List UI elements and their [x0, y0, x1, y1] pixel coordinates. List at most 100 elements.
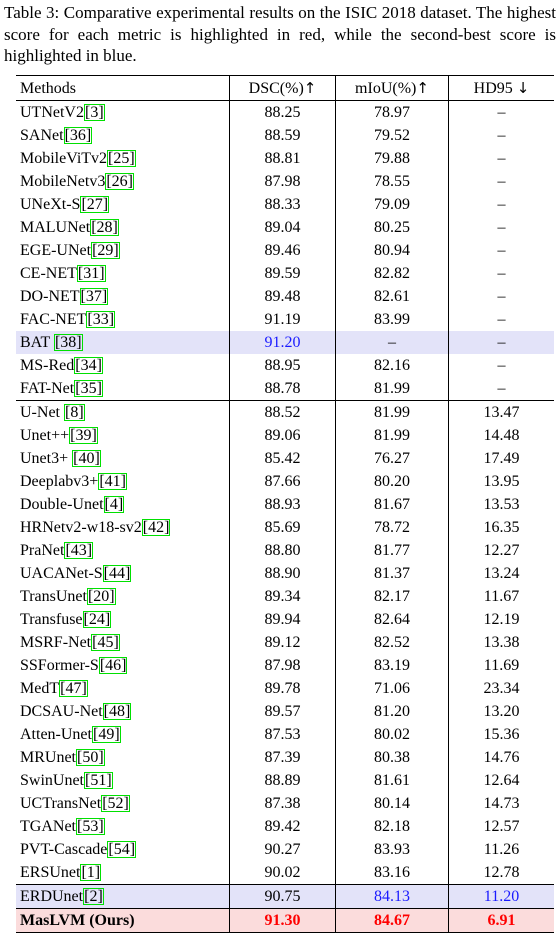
hd95-cell: 6.91: [448, 908, 554, 933]
citation-number: 20: [93, 588, 110, 605]
miou-cell: 80.25: [335, 216, 449, 239]
citation-link[interactable]: [29]: [91, 242, 120, 259]
citation-link[interactable]: [26]: [105, 173, 134, 190]
citation-link[interactable]: [4]: [103, 496, 125, 513]
hd95-cell: 13.20: [483, 703, 520, 720]
dsc-cell: 89.04: [229, 216, 336, 239]
citation-number: 40: [78, 450, 95, 467]
miou-cell: 83.93: [335, 838, 449, 861]
citation-link[interactable]: [40]: [72, 450, 101, 467]
citation-number: 39: [75, 427, 92, 444]
citation-link[interactable]: [44]: [102, 565, 132, 582]
citation-link[interactable]: [35]: [74, 380, 103, 397]
down-arrow-icon: ↓: [516, 78, 530, 97]
method-cell: MobileViTv2[25]: [16, 147, 230, 170]
citation-link[interactable]: [45]: [91, 634, 120, 651]
citation-link[interactable]: [24]: [82, 611, 112, 628]
citation-link[interactable]: [53]: [75, 818, 105, 835]
table-row: SSFormer-S[46] 87.98 83.19 11.69: [16, 654, 554, 677]
citation-link[interactable]: [31]: [76, 265, 106, 282]
method-name: ERDUnet: [20, 888, 84, 905]
citation-link[interactable]: [25]: [107, 150, 136, 167]
citation-link[interactable]: [48]: [102, 703, 132, 720]
citation-link[interactable]: [33]: [86, 311, 116, 328]
method-name: SSFormer-S: [20, 657, 99, 674]
miou-cell: 84.13: [335, 884, 449, 909]
dsc-cell: 89.59: [229, 262, 336, 285]
miou-cell: 81.99: [335, 377, 449, 401]
dsc-cell: 87.98: [229, 170, 336, 193]
citation-link[interactable]: [8]: [63, 404, 85, 421]
citation-link[interactable]: [34]: [74, 357, 103, 374]
header-hd95-label: HD95: [473, 79, 513, 97]
table-row: EGE-UNet[29] 89.46 80.94–: [16, 239, 554, 262]
citation-link[interactable]: [49]: [91, 726, 121, 743]
dsc-cell: 87.53: [229, 723, 336, 746]
up-arrow-icon: ↑: [416, 78, 429, 97]
citation-number: 35: [80, 380, 97, 397]
hd95-cell: 15.36: [483, 726, 520, 743]
miou-cell: 81.37: [335, 562, 449, 585]
citation-link[interactable]: [54]: [107, 841, 137, 858]
citation-link[interactable]: [38]: [53, 334, 83, 351]
table-row: SANet[36] 88.59 79.52–: [16, 124, 554, 147]
method-name: UNeXt-S: [20, 196, 81, 213]
miou-cell: 80.14: [335, 792, 449, 815]
header-miou-label: mIoU(%): [355, 79, 417, 97]
method-cell: Atten-Unet[49]: [16, 723, 230, 746]
table-row: MALUNet[28] 89.04 80.25–: [16, 216, 554, 239]
method-name: UCTransNet: [20, 795, 102, 812]
dsc-cell: 88.52: [229, 400, 336, 424]
dsc-cell: 88.59: [229, 124, 336, 147]
miou-cell: 81.99: [335, 424, 449, 447]
table-row: TransUnet[20] 89.34 82.17 11.67: [16, 585, 554, 608]
citation-number: 28: [96, 219, 113, 236]
miou-cell: 71.06: [335, 677, 449, 700]
method-name: Unet3+: [20, 450, 69, 467]
table-row: UCTransNet[52] 87.38 80.14 14.73: [16, 792, 554, 815]
citation-link[interactable]: [50]: [76, 749, 105, 766]
method-name: DCSAU-Net: [20, 703, 103, 720]
citation-link[interactable]: [47]: [59, 680, 88, 697]
table-row: UACANet-S[44] 88.90 81.37 13.24: [16, 562, 554, 585]
dsc-cell: 90.02: [229, 861, 336, 885]
citation-link[interactable]: [52]: [101, 795, 130, 812]
miou-cell: 82.64: [335, 608, 449, 631]
hd95-cell: –: [497, 127, 506, 144]
method-name: MasLVM (Ours): [20, 912, 135, 929]
dsc-cell: 89.42: [229, 815, 336, 838]
citation-link[interactable]: [41]: [98, 473, 127, 490]
citation-link[interactable]: [46]: [98, 657, 128, 674]
citation-link[interactable]: [20]: [86, 588, 116, 605]
citation-link[interactable]: [42]: [141, 519, 171, 536]
dsc-cell: 89.46: [229, 239, 336, 262]
method-name: MedT: [20, 680, 60, 697]
method-cell: U-Net [8]: [16, 400, 230, 424]
dsc-cell: 90.27: [229, 838, 336, 861]
citation-link[interactable]: [3]: [83, 104, 105, 121]
citation-number: 49: [98, 726, 115, 743]
citation-link[interactable]: [28]: [90, 219, 119, 236]
dsc-cell: 89.78: [229, 677, 336, 700]
method-name: SANet: [20, 127, 64, 144]
dsc-cell: 88.89: [229, 769, 336, 792]
method-name: MobileNetv3: [20, 173, 106, 190]
citation-link[interactable]: [43]: [64, 542, 94, 559]
citation-link[interactable]: [1]: [80, 864, 102, 881]
hd95-cell: 12.19: [483, 611, 520, 628]
citation-link[interactable]: [51]: [84, 772, 113, 789]
citation-link[interactable]: [27]: [80, 196, 110, 213]
hd95-cell: 17.49: [483, 450, 520, 467]
citation-link[interactable]: [36]: [63, 127, 93, 144]
method-cell: MSRF-Net[45]: [16, 631, 230, 654]
citation-link[interactable]: [2]: [83, 888, 104, 905]
method-cell: FAT-Net[35]: [16, 377, 230, 401]
citation-link[interactable]: [37]: [79, 288, 109, 305]
table-row: SwinUnet[51] 88.89 81.61 12.64: [16, 769, 554, 792]
citation-link[interactable]: [39]: [69, 427, 98, 444]
hd95-cell: 11.67: [483, 588, 520, 605]
hd95-cell: –: [497, 265, 506, 282]
hd95-cell: 13.47: [483, 404, 520, 421]
citation-number: 53: [82, 818, 99, 835]
table-row: MSRF-Net[45] 89.12 82.52 13.38: [16, 631, 554, 654]
